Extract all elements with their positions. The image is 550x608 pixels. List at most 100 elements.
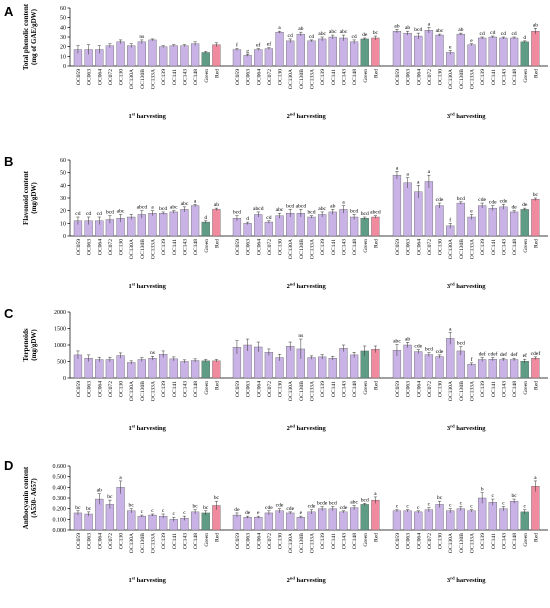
- harvest-number: 2: [287, 425, 290, 432]
- significance-letter: cde: [308, 504, 316, 510]
- harvest-group-label: 3rd harvesting: [447, 282, 486, 291]
- bar: [328, 36, 337, 67]
- x-tick-label: OC064: [97, 239, 103, 255]
- x-tick-label: OC130B: [459, 69, 465, 89]
- x-tick-label: Red: [533, 533, 539, 542]
- x-tick-label: OC059: [76, 239, 82, 255]
- x-tick-label: OC130: [119, 69, 125, 85]
- harvest-ordinal-suffix: rd: [450, 424, 455, 429]
- y-tick-label: 500: [57, 360, 66, 366]
- significance-letter: c: [449, 503, 452, 509]
- significance-letter: f: [471, 356, 473, 363]
- x-tick-label: OC064: [256, 69, 262, 85]
- x-tick-label: OC063: [406, 239, 412, 255]
- significance-letter: bc: [203, 505, 209, 511]
- bar: [116, 41, 125, 67]
- bar: [127, 510, 136, 531]
- x-tick-label: OC063: [87, 381, 93, 397]
- x-tick-label: OC130B: [299, 381, 305, 401]
- significance-letter: cdef: [488, 351, 498, 358]
- harvest-ordinal-suffix: nd: [290, 112, 296, 117]
- bar: [243, 55, 252, 67]
- significance-letter: cde: [265, 505, 273, 511]
- significance-letter: cd: [288, 33, 293, 39]
- x-tick-label: OC130B: [140, 239, 146, 259]
- bar: [328, 211, 337, 237]
- bar: [286, 346, 295, 379]
- significance-letter: de: [362, 32, 368, 38]
- x-tick-label: OC063: [406, 69, 412, 85]
- bar: [520, 511, 529, 531]
- significance-letter: de: [245, 510, 251, 516]
- harvest-label-text: harvesting: [455, 113, 487, 120]
- bar: [148, 514, 157, 531]
- bar: [371, 216, 380, 237]
- panel-c: C Terpenoids(mg/gDW) 0 500 1000 1500 2000 OC059…: [4, 306, 548, 432]
- harvest-label-text: harvesting: [135, 113, 167, 120]
- x-tick-label: OC133A: [310, 239, 316, 259]
- significance-letter: d: [204, 215, 207, 221]
- bar: [137, 41, 146, 67]
- x-tick-label: OC130A: [448, 239, 454, 259]
- x-tick-label: OC130: [438, 533, 444, 549]
- harvest-group-label: 1st harvesting: [128, 112, 166, 121]
- significance-letter: def: [511, 351, 518, 358]
- y-axis-label-line: Flavonoid content: [22, 170, 30, 225]
- significance-letter: cd: [501, 31, 506, 37]
- bar: [424, 354, 434, 379]
- x-tick-label: OC063: [246, 69, 252, 85]
- significance-letter: c: [162, 508, 165, 514]
- significance-letter: ns: [150, 350, 155, 356]
- bar: [180, 361, 189, 379]
- y-tick-label: 0.600: [53, 464, 67, 470]
- bar: [499, 508, 508, 531]
- significance-letter: f: [449, 216, 451, 223]
- significance-letter: bc: [86, 506, 92, 512]
- x-tick-label: OC059: [395, 533, 401, 549]
- x-tick-label: OC141: [491, 239, 497, 255]
- significance-letter: c: [470, 504, 473, 510]
- significance-letter: de: [522, 202, 528, 208]
- bar: [307, 40, 316, 67]
- bar: [190, 511, 200, 531]
- x-tick-label: Red: [373, 533, 379, 542]
- x-tick-label: OC133A: [470, 239, 476, 259]
- x-tick-label: OC059: [235, 239, 241, 255]
- significance-letter: abc: [318, 206, 326, 212]
- bar: [424, 509, 434, 531]
- bar: [467, 44, 476, 67]
- x-tick-label: OC143: [341, 533, 347, 549]
- significance-letter: f: [236, 42, 238, 49]
- x-tick-label: OC063: [87, 69, 93, 85]
- x-tick-label: OC133A: [310, 69, 316, 89]
- significance-letter: abcd: [370, 210, 381, 216]
- y-tick-label: 20: [60, 209, 66, 215]
- bar: [360, 38, 369, 67]
- bar: [116, 355, 125, 379]
- y-tick-label: 0.500: [53, 475, 67, 481]
- significance-letter: cde: [414, 344, 422, 350]
- significance-letter: c: [417, 505, 420, 511]
- harvest-label-text: harvesting: [295, 577, 327, 584]
- x-tick-label: OC130: [438, 381, 444, 397]
- significance-letter: abc: [318, 31, 326, 37]
- bar: [509, 211, 519, 237]
- x-tick-label: OC072: [427, 381, 433, 397]
- significance-letter: cd: [351, 34, 356, 40]
- x-tick-label: OC141: [172, 381, 178, 397]
- significance-letter: cde: [489, 200, 497, 206]
- x-tick-label: OC139: [320, 239, 326, 255]
- x-tick-label: OC072: [267, 69, 273, 85]
- x-tick-label: OC059: [235, 69, 241, 85]
- significance-letter: cd: [86, 211, 91, 217]
- x-tick-label: OC141: [172, 69, 178, 85]
- x-tick-label: OC141: [331, 381, 337, 397]
- y-tick-label: 0: [63, 376, 66, 382]
- x-tick-label: OC148: [193, 381, 199, 397]
- significance-letter: cdef: [531, 350, 541, 357]
- x-tick-label: Red: [373, 381, 379, 390]
- x-tick-label: OC072: [427, 69, 433, 85]
- bar: [349, 41, 359, 67]
- bar: [403, 344, 412, 379]
- bar: [467, 510, 476, 531]
